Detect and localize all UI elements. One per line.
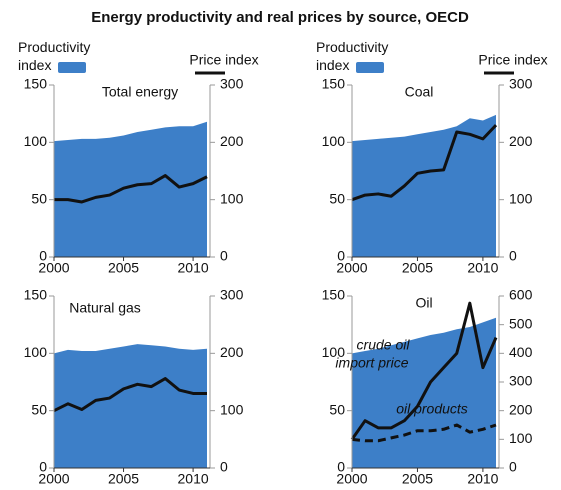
y-tick-label: 50: [329, 190, 345, 206]
y2-tick-label: 0: [509, 459, 517, 475]
y2-tick-label: 100: [509, 430, 533, 446]
x-tick-label: 2010: [467, 260, 498, 276]
y2-tick-label: 0: [509, 248, 517, 264]
y2-tick-label: 200: [220, 133, 244, 149]
productivity-area: [352, 114, 496, 258]
y-tick-label: 150: [322, 287, 346, 303]
y2-tick-label: 200: [220, 344, 244, 360]
legend-label: Price index: [189, 52, 258, 68]
legend-swatch: [58, 62, 86, 73]
x-tick-label: 2000: [38, 471, 69, 487]
price-line: [351, 423, 497, 443]
y-tick-label: 150: [24, 76, 48, 92]
y2-tick-label: 600: [509, 287, 533, 303]
legend-label: Productivity index: [316, 39, 389, 73]
x-tick-label: 2010: [178, 260, 209, 276]
y-tick-label: 50: [31, 401, 47, 417]
y2-tick-label: 100: [220, 401, 244, 417]
legend-label: Price index: [478, 52, 547, 68]
y-tick-label: 0: [337, 459, 345, 475]
y-tick-label: 100: [24, 344, 48, 360]
y2-tick-label: 200: [509, 401, 533, 417]
x-tick-label: 2010: [467, 471, 498, 487]
productivity-area: [54, 121, 207, 258]
panel-title: Oil: [415, 295, 432, 311]
y2-tick-label: 400: [509, 344, 533, 360]
x-tick-label: 2000: [38, 260, 69, 276]
legend-label: Productivity index: [18, 39, 91, 73]
price-line: [53, 377, 207, 413]
y-tick-label: 50: [31, 190, 47, 206]
y2-tick-label: 300: [509, 76, 533, 92]
y2-tick-label: 100: [220, 190, 244, 206]
x-tick-label: 2005: [402, 260, 433, 276]
annotation: crude oil: [357, 337, 411, 353]
x-tick-label: 2010: [178, 471, 209, 487]
x-tick-label: 2000: [336, 260, 367, 276]
y2-tick-label: 300: [220, 287, 244, 303]
y2-tick-label: 0: [220, 248, 228, 264]
y-tick-label: 100: [24, 133, 48, 149]
y-tick-label: 0: [337, 248, 345, 264]
annotation: import price: [335, 355, 408, 371]
y2-tick-label: 300: [220, 76, 244, 92]
y2-tick-label: 300: [509, 373, 533, 389]
x-tick-label: 2005: [402, 471, 433, 487]
annotation: oil products: [396, 401, 468, 417]
panel-title: Total energy: [102, 84, 178, 100]
price-line: [54, 174, 208, 204]
y-tick-label: 100: [322, 344, 346, 360]
panel-title: Coal: [405, 84, 434, 100]
x-tick-label: 2005: [108, 260, 139, 276]
y2-tick-label: 0: [220, 459, 228, 475]
figure-title: Energy productivity and real prices by s…: [91, 9, 469, 26]
y-tick-label: 50: [329, 401, 345, 417]
y2-tick-label: 100: [509, 190, 533, 206]
y-tick-label: 0: [39, 459, 47, 475]
x-tick-label: 2005: [108, 471, 139, 487]
y-tick-label: 100: [322, 133, 346, 149]
legend-swatch: [356, 62, 384, 73]
price-line: [351, 124, 498, 202]
panel-title: Natural gas: [69, 300, 141, 316]
x-tick-label: 2000: [336, 471, 367, 487]
y-tick-label: 0: [39, 248, 47, 264]
y-tick-label: 150: [24, 287, 48, 303]
productivity-area: [54, 344, 207, 468]
y2-tick-label: 200: [509, 133, 533, 149]
price-line: [350, 301, 498, 441]
y-tick-label: 150: [322, 76, 346, 92]
y2-tick-label: 500: [509, 315, 533, 331]
